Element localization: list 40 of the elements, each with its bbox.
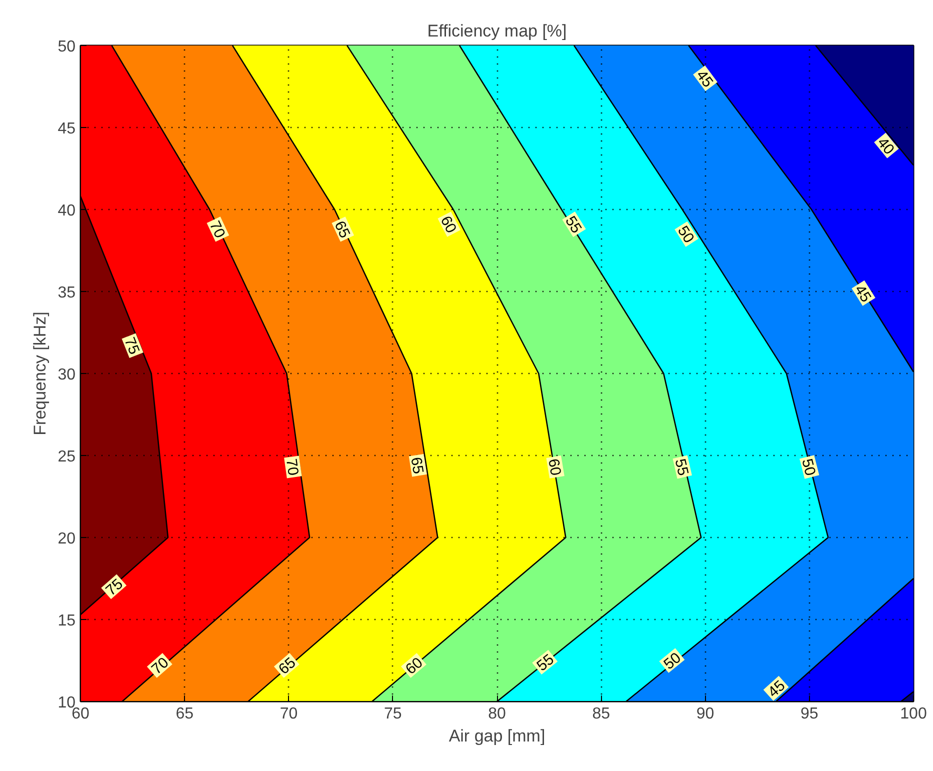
x-tick-label: 65 [176,706,194,722]
annotation: 50 [798,457,819,478]
y-tick-label: 40 [58,202,76,220]
y-tick-label: 50 [58,38,76,56]
annotation: 70 [206,218,228,241]
annotation: 45 [851,282,874,306]
annotation: 40 [874,134,898,158]
y-tick-label: 25 [58,448,76,466]
annotation: 60 [436,213,460,236]
x-tick-label: 85 [592,706,610,722]
x-tick-label: 95 [800,706,818,722]
annotation: 55 [562,213,585,236]
annotation: 55 [534,651,558,675]
y-tick-label: 45 [58,120,76,138]
annotation: 70 [148,654,172,678]
x-axis-title: Air gap [mm] [448,726,546,746]
x-tick-label: 90 [696,706,714,722]
annotation: 50 [660,649,684,674]
annotation: 45 [692,67,716,91]
y-tick-label: 20 [58,530,76,548]
annotation: 65 [330,218,354,241]
annotation: 65 [275,654,300,678]
annotation: 45 [764,677,789,702]
annotation: 60 [402,654,426,678]
y-tick-label: 15 [58,612,76,630]
x-tick-label: 70 [280,706,298,722]
annotation: 50 [674,223,698,246]
annotation: 75 [102,576,126,600]
chart-title: Efficiency map [%] [427,22,567,40]
y-tick-label: 30 [58,366,76,384]
y-tick-label: 35 [58,284,76,302]
annotation: 55 [671,457,692,478]
x-tick-label: 100 [900,706,927,722]
annotation: 60 [544,458,564,477]
x-tick-label: 75 [384,706,402,722]
y-axis-title: Frequency [kHz] [30,312,50,436]
annotation: 75 [120,335,143,357]
x-tick-label: 80 [488,706,506,722]
annotation: 70 [282,458,302,477]
annotation: 65 [407,456,427,476]
